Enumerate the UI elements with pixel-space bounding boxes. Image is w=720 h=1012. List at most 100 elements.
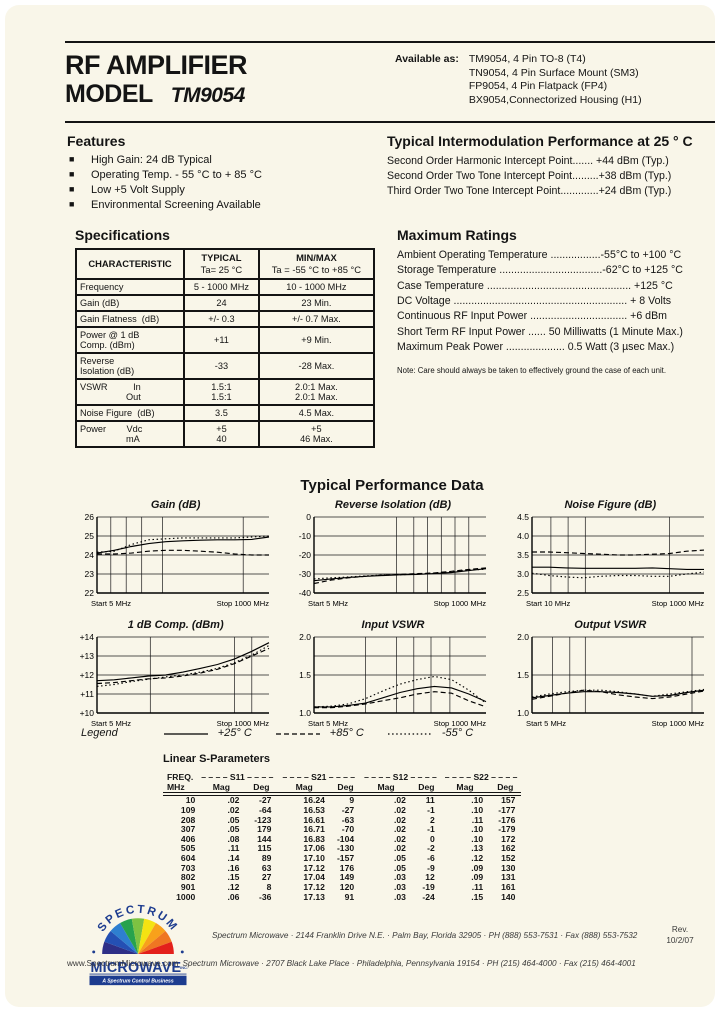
chart-gain: Gain (dB) 26 25 24 23 22 Start 5 MHz Stop 1000 … <box>67 499 284 611</box>
available-option: TM9054, 4 Pin TO-8 (T4) <box>468 53 586 65</box>
svg-text:-10: -10 <box>299 531 312 541</box>
spec-cell: 5 - 1000 MHz <box>183 277 260 296</box>
features-title: Features <box>67 133 126 149</box>
logo-name: MICROWAVE <box>90 960 181 976</box>
sparams-row: 901.12 8 17.12 120.03 -19.11 161 <box>180 881 516 892</box>
product-title-line2: MODEL TM9054 <box>65 80 247 109</box>
sparams-group-header: – – – – S21 – – – – <box>282 772 356 782</box>
svg-text:24: 24 <box>85 550 95 560</box>
fan-wedge <box>138 918 156 955</box>
spec-cell: +5 46 Max. <box>257 419 376 448</box>
sparams-group-header: – – – – S11 – – – – <box>201 772 274 782</box>
svg-text:+13: +13 <box>80 651 95 661</box>
features-intermod-row: Features High Gain: 24 dB Typical Operati… <box>67 133 715 214</box>
available-option: TN9054, 4 Pin Surface Mount (SM3) <box>468 66 639 79</box>
svg-text:2.0: 2.0 <box>300 632 312 642</box>
sparams-row: 604.14 89 17.10 -157.05 -6.12 152 <box>180 853 516 863</box>
website-url: www.SpectrumMicrowave.com <box>67 959 179 968</box>
svg-text:1.0: 1.0 <box>517 708 529 718</box>
svg-text:1.5: 1.5 <box>517 670 529 680</box>
sparams-row: 10.02 -27 16.24 9.02 11.10 157 <box>185 795 516 806</box>
sparams-row: 505.11 115 17.06 -130.02 -2.13 162 <box>180 843 516 854</box>
sparams-row: 208.05 -123 16.61 -63.02 2.11 -176 <box>180 814 516 825</box>
rev-label: Rev. <box>671 925 689 934</box>
svg-text:-20: -20 <box>299 550 312 560</box>
fan-wedge <box>138 923 166 955</box>
specifications-title: Specifications <box>75 227 170 243</box>
rainbow-fan-icon <box>102 918 174 955</box>
svg-text:Start 5 MHz: Start 5 MHz <box>91 599 131 608</box>
chart-noise-figure: Noise Figure (dB) 4.5 4.0 3.5 3.0 2.5 Start 10… <box>502 499 715 611</box>
chart-title: Reverse Isolation (dB) <box>334 499 452 511</box>
intermod-line: Third Order Two Tone Intercept Point....… <box>387 184 672 197</box>
spec-cell: 23 Min. <box>257 293 376 312</box>
rev-date: 10/2/07 <box>666 935 694 945</box>
spec-cell: 3.5 <box>183 403 260 422</box>
svg-text:22: 22 <box>85 588 95 598</box>
svg-text:23: 23 <box>85 569 95 579</box>
spec-cell: VSWR In Out <box>74 377 186 406</box>
footer-line-2: www.SpectrumMicrowave.com Spectrum Micro… <box>67 959 715 968</box>
fan-wedge <box>138 931 172 955</box>
fan-wedge <box>120 918 138 955</box>
sparams-section: Linear S-Parameters FREQ. – – – – S11 – –… <box>163 753 522 902</box>
chart-output-vswr: Output VSWR 2.0 1.5 1.0 Start 5 MHz Stop 1000… <box>502 619 715 731</box>
logo-tagline: A Spectrum Control Business <box>101 979 174 985</box>
available-as-label: Available as: <box>395 53 459 65</box>
spec-cell: 4.5 Max. <box>257 403 376 422</box>
spec-cell: Power Vdc mA <box>74 419 186 448</box>
spec-cell: Power @ 1 dB Comp. (dBm) <box>74 325 186 354</box>
specifications-table: CHARACTERISTIC TYPICAL Ta= 25 °C MIN/MAX… <box>74 248 376 448</box>
legend-line-sample <box>387 732 432 735</box>
legend-items: +25° C +85° C -55° C <box>162 727 473 739</box>
chart-1db-comp: 1 dB Comp. (dBm) +14 +13 +12 +11 +10 Start 5 M… <box>67 619 284 731</box>
spec-cell: 2.0:1 Max. 2.0:1 Max. <box>257 377 376 406</box>
legend-line-sample <box>163 732 208 735</box>
intermod-list: Second Order Harmonic Intercept Point...… <box>387 154 715 198</box>
features-section: Features High Gain: 24 dB Typical Operati… <box>67 133 387 214</box>
model-label: MODEL <box>65 80 153 109</box>
fan-wedge <box>110 923 138 955</box>
svg-text:26: 26 <box>85 512 95 522</box>
spec-cell: 10 - 1000 MHz <box>257 277 376 296</box>
sparams-row: 406.08 144 16.83 -104.02 0.10 172 <box>180 833 516 844</box>
chart-title: Output VSWR <box>574 619 647 631</box>
performance-title: Typical Performance Data <box>300 477 484 494</box>
datasheet-page: RF AMPLIFIER MODEL TM9054 Available as: T… <box>5 5 715 1007</box>
sparams-row: 1000.06 -36 17.13 91.03 -24.15 140 <box>176 891 516 902</box>
legend-item: +85° C <box>274 727 364 739</box>
logo-inc: INC. <box>180 966 188 970</box>
available-as-list: TM9054, 4 Pin TO-8 (T4) TN9054, 4 Pin Sur… <box>469 53 642 109</box>
sparams-row: 703.16 63 17.12 176.05 -9.09 130 <box>180 862 516 873</box>
title-block: RF AMPLIFIER MODEL TM9054 <box>65 50 248 109</box>
intermod-line: Second Order Two Tone Intercept Point...… <box>387 169 672 182</box>
svg-text:Start 5 MHz: Start 5 MHz <box>526 719 566 728</box>
spec-col-typical: TYPICAL Ta= 25 °C <box>183 248 260 280</box>
chart-input-vswr: Input VSWR 2.0 1.5 1.0 Start 5 MHz Stop 1000 … <box>284 619 501 731</box>
ratings-note: Note: Care should always be taken to eff… <box>397 365 667 375</box>
svg-text:-40: -40 <box>299 588 312 598</box>
svg-text:Stop 1000 MHz: Stop 1000 MHz <box>434 719 487 728</box>
spec-row: Frequency 5 - 1000 MHz 10 - 1000 MHz <box>74 277 376 296</box>
spec-cell: 24 <box>183 293 260 312</box>
fan-wedge <box>102 941 138 955</box>
spec-row: VSWR In Out 1.5:1 1.5:1 2.0:1 Max. 2.0:1 Max… <box>74 377 376 406</box>
ratings-list: Ambient Operating Temperature ..........… <box>397 248 715 356</box>
footer-address-2: Spectrum Microwave · 2707 Black Lake Pla… <box>182 959 636 968</box>
svg-text:Start 5 MHz: Start 5 MHz <box>308 599 348 608</box>
footer-address-1: Spectrum Microwave · 2144 Franklin Drive… <box>212 931 638 940</box>
svg-text:+14: +14 <box>80 632 95 642</box>
spec-cell: +11 <box>183 325 260 354</box>
legend-item: -55° C <box>386 727 473 739</box>
features-list: High Gain: 24 dB Typical Operating Temp. … <box>67 154 387 211</box>
rating-line: Maximum Peak Power .................... … <box>397 341 675 354</box>
rating-line: Continuous RF Input Power ..............… <box>397 310 667 323</box>
svg-text:+10: +10 <box>80 708 95 718</box>
spec-cell: Frequency <box>74 277 186 296</box>
svg-text:0: 0 <box>307 512 312 522</box>
